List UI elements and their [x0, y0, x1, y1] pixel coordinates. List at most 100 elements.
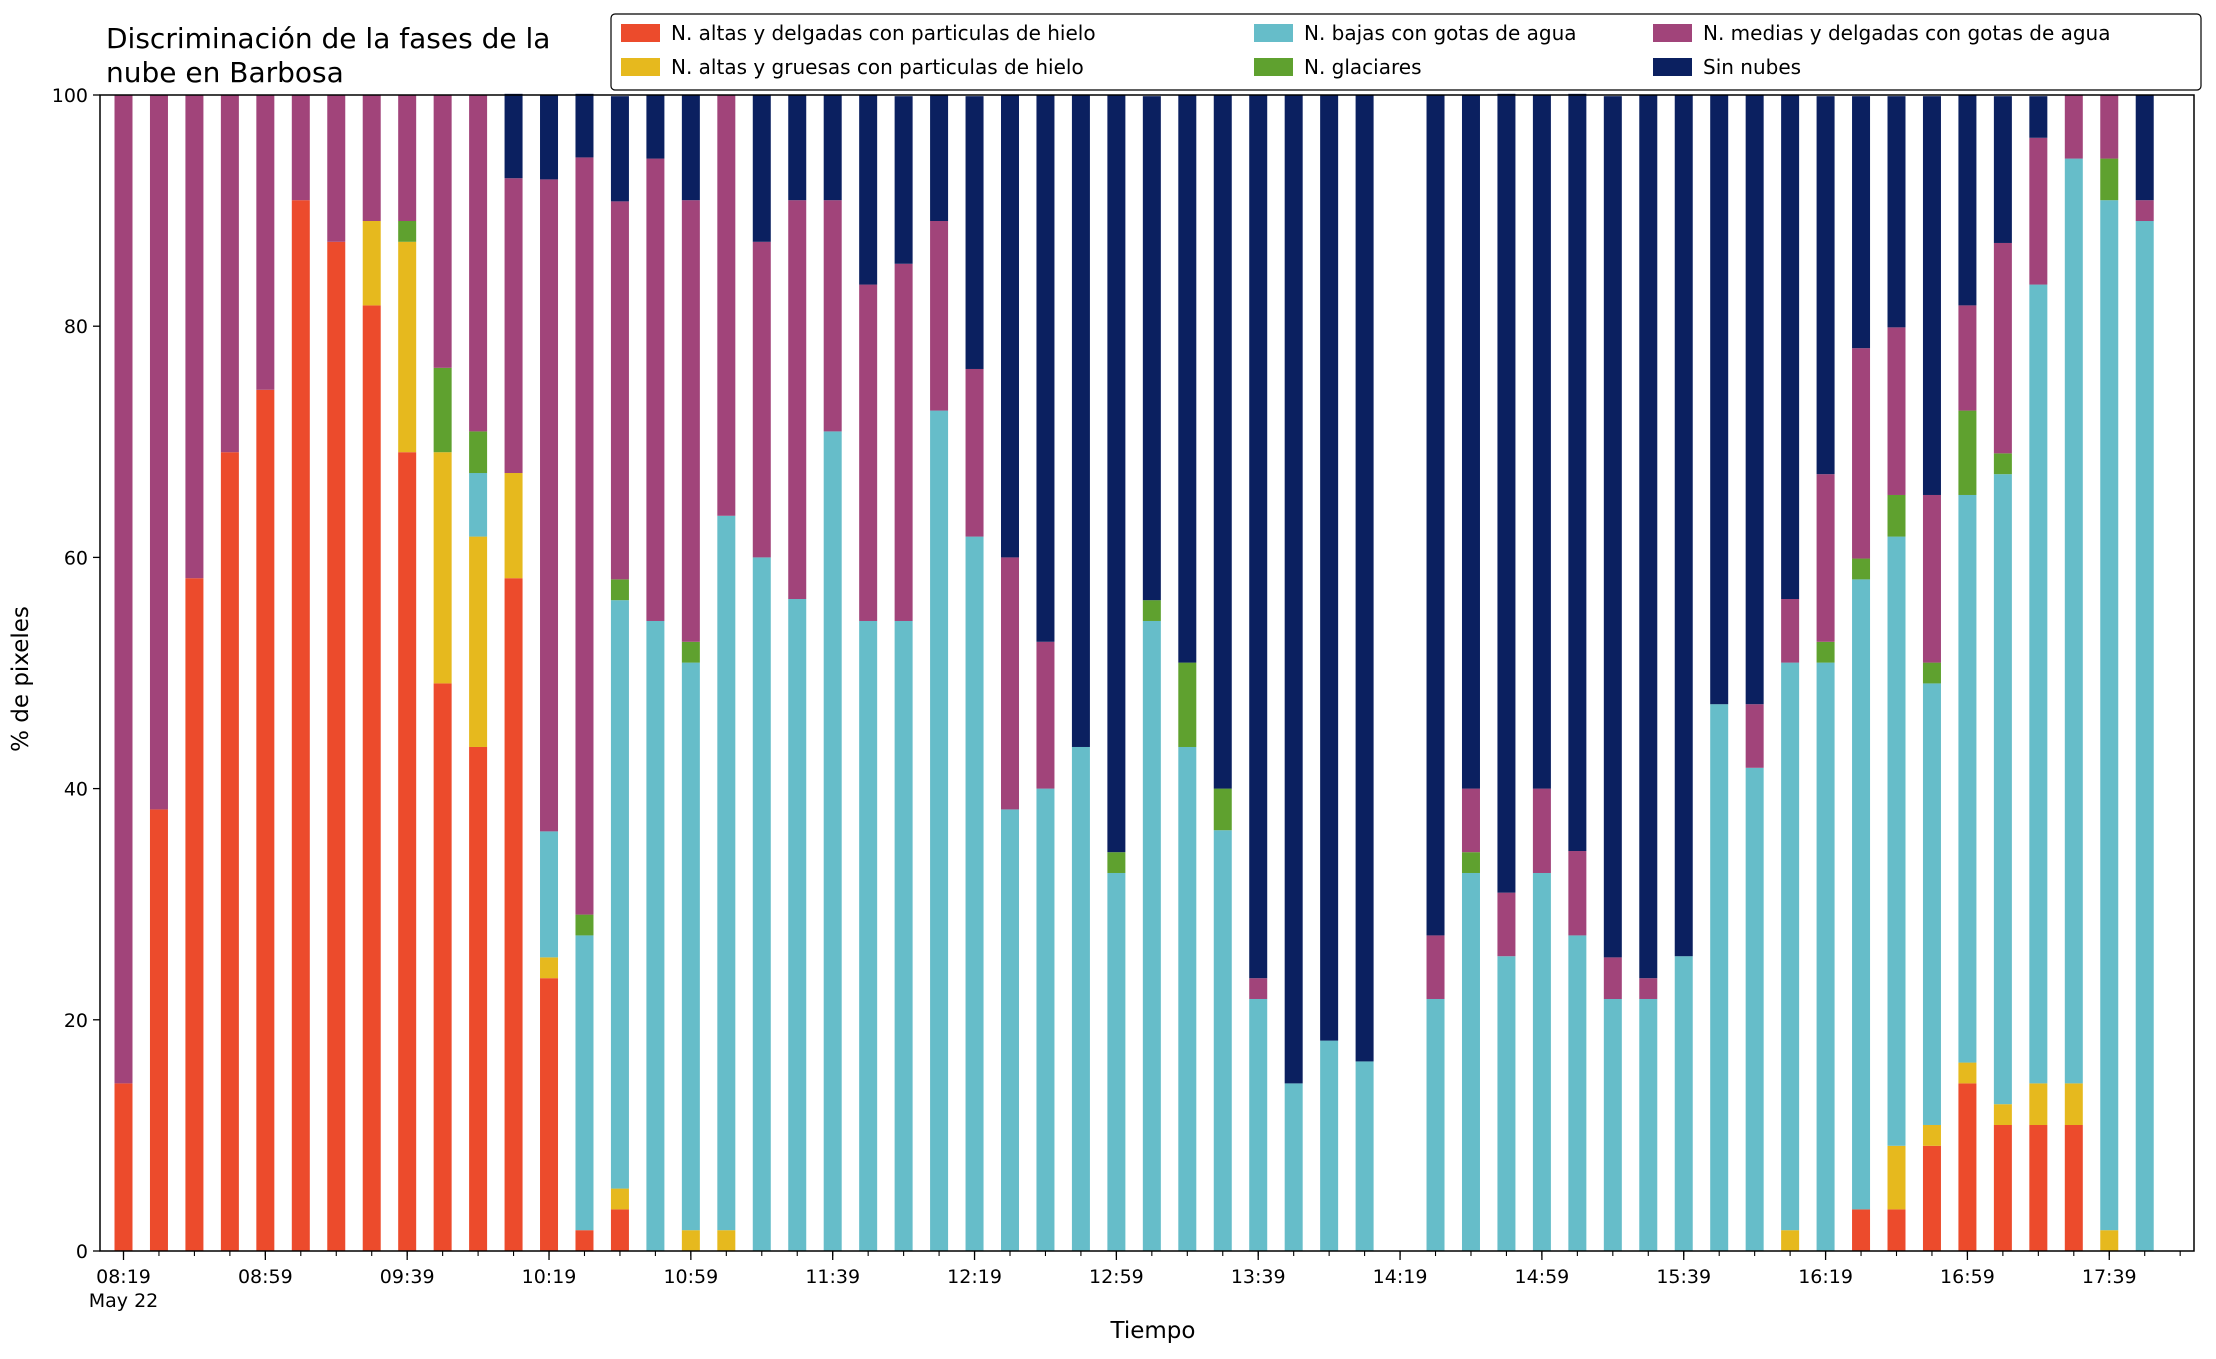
bar-segment [1710, 95, 1729, 705]
bar-segment [1603, 957, 1622, 999]
bar-segment [610, 96, 629, 202]
x-tick-label: 12:59 [1089, 1266, 1144, 1288]
bar-segment [1745, 767, 1764, 1251]
bar-segment [1426, 998, 1445, 1251]
bar-segment [220, 452, 239, 1251]
bar-segment [2100, 200, 2119, 1231]
bar-segment [2029, 284, 2048, 1084]
bar-segment [1213, 788, 1232, 831]
x-tick-label: 08:59 [238, 1266, 293, 1288]
x-tick-label: 16:59 [1940, 1266, 1995, 1288]
bar-segment [1922, 494, 1941, 663]
bar-segment [2100, 95, 2119, 159]
bar-segment [1993, 96, 2012, 243]
bar-segment [859, 95, 878, 285]
bar-segment [610, 600, 629, 1189]
bar-segment [1958, 494, 1977, 1063]
y-tick-label: 80 [64, 316, 88, 338]
bar-segment [1674, 956, 1693, 1251]
bar-segment [1922, 662, 1941, 684]
bar-segment [1958, 1062, 1977, 1084]
bar-segment [717, 95, 736, 516]
bar-segment [256, 389, 275, 1251]
bar-segment [114, 95, 133, 1084]
bar-segment [2029, 96, 2048, 138]
bar-segment [2135, 200, 2154, 222]
bar-segment [1036, 641, 1055, 789]
bar-segment [1603, 96, 1622, 958]
bar-segment [1213, 95, 1232, 789]
bar-segment [575, 914, 594, 936]
bar-segment [859, 284, 878, 621]
bar-segment [1142, 600, 1161, 621]
bar-segment [256, 95, 275, 390]
bar-segment [1532, 95, 1551, 789]
bar-segment [2135, 95, 2154, 201]
legend-label: N. medias y delgadas con gotas de agua [1703, 21, 2111, 45]
bar-segment [646, 95, 665, 159]
bar-segment [575, 935, 594, 1231]
bar-segment [752, 95, 771, 242]
bar-segment [433, 95, 452, 368]
x-tick-label: 10:19 [522, 1266, 577, 1288]
bar-segment [1036, 95, 1055, 642]
bar-segment [823, 95, 842, 201]
bar-segment [1036, 788, 1055, 1251]
bar-segment [1355, 1061, 1374, 1251]
bar-segment [1001, 95, 1019, 558]
bar-segment [1249, 95, 1268, 979]
bar-segment [469, 431, 488, 474]
bar-segment [1568, 935, 1587, 1251]
bar-segment [1213, 830, 1232, 1251]
bar-segment [859, 620, 878, 1251]
bar-segment [1816, 474, 1835, 642]
x-axis-label: Tiempo [1110, 1318, 1196, 1344]
bar-segment [610, 579, 629, 601]
bar-segment [1816, 662, 1835, 1251]
bar-segment [1426, 95, 1445, 936]
bar-segment [185, 95, 204, 579]
bar-segment [398, 95, 417, 221]
bar-segment [610, 1188, 629, 1210]
bar-segment [2100, 1230, 2119, 1251]
bar-segment [469, 95, 488, 432]
bar-segment [1107, 95, 1126, 853]
bar-segment [965, 368, 984, 537]
legend: N. altas y delgadas con particulas de hi… [610, 13, 2202, 91]
bar-segment [894, 96, 913, 264]
bar-segment [504, 178, 523, 474]
bar-segment [1922, 683, 1941, 1125]
bar-segment [540, 978, 559, 1251]
bar-segment [1071, 746, 1090, 1251]
bar-segment [930, 410, 949, 1252]
x-tick-label: 13:39 [1231, 1266, 1286, 1288]
bar-segment [1639, 95, 1658, 979]
bar-segment [1852, 1209, 1871, 1251]
legend-swatch [621, 58, 660, 76]
bar-segment [1887, 536, 1906, 1146]
bar-segment [114, 1083, 133, 1251]
bar-segment [1852, 558, 1871, 580]
bar-segment [1852, 348, 1871, 559]
x-tick-label: 15:39 [1656, 1266, 1711, 1288]
legend-swatch [621, 24, 660, 42]
bar-segment [2064, 1083, 2083, 1125]
bar-segment [1958, 305, 1977, 411]
bar-segment [1958, 1083, 1977, 1251]
bar-segment [1887, 494, 1906, 537]
bar-segment [220, 95, 239, 453]
x-tick-label: 09:39 [380, 1266, 435, 1288]
bar-segment [1071, 95, 1090, 747]
x-tick-label: 10:59 [663, 1266, 718, 1288]
bar-segment [681, 641, 700, 663]
bar-segment [575, 157, 594, 915]
bar-segment [1568, 851, 1587, 936]
bar-segment [1993, 1104, 2012, 1125]
legend-label: N. altas y gruesas con particulas de hie… [671, 55, 1084, 79]
legend-label: N. altas y delgadas con particulas de hi… [671, 21, 1096, 45]
bar-segment [610, 201, 629, 580]
y-tick-label: 40 [64, 779, 88, 801]
bar-segment [504, 578, 523, 1251]
